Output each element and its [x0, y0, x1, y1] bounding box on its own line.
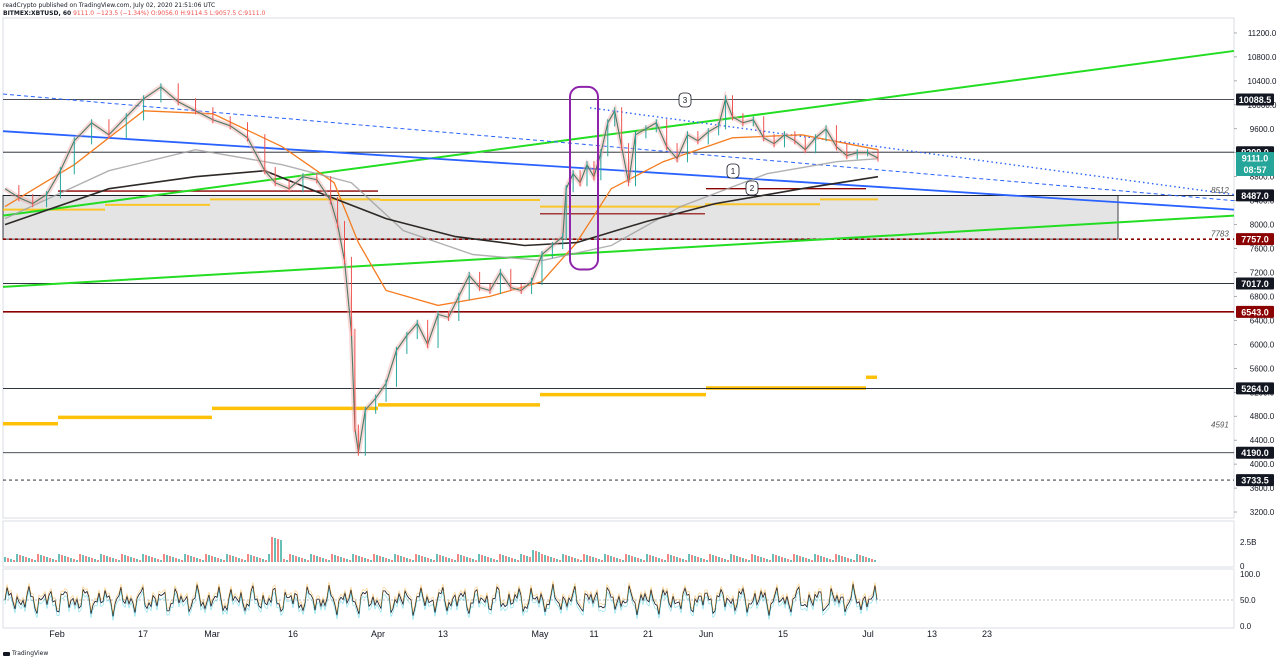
x-tick-label: May [531, 629, 549, 639]
symbol-line: BITMEX:XBTUSD, 60 9111.0 −123.5 (−1.34%)… [3, 10, 265, 17]
y-tick-label: 6000.0 [1250, 340, 1275, 349]
publish-text: readCrypto published on TradingView.com,… [3, 2, 216, 9]
ohlc-values: O:9056.0 H:9114.5 L:9057.5 C:9111.0 [150, 10, 266, 17]
x-tick-label: 21 [643, 629, 653, 639]
x-tick-label: 16 [288, 629, 298, 639]
y-tick-label: 7600.0 [1250, 245, 1275, 254]
y-tick-label: 6400.0 [1250, 316, 1275, 325]
y-tick-label: 8000.0 [1250, 221, 1275, 230]
callout-box-2 [745, 180, 759, 196]
x-tick-label: Jul [862, 629, 874, 639]
callout-box-3 [678, 92, 692, 108]
blue-dashed-trendline [2, 93, 1235, 202]
price-tag-5264.0 [1236, 382, 1274, 395]
x-tick-label: 11 [589, 629, 598, 639]
price-tag-label: 8487.0 [1241, 191, 1269, 201]
green-trendline-lower [2, 214, 1235, 288]
tradingview-footer: TradingView [3, 650, 48, 657]
y-tick-label: 9600.0 [1250, 125, 1275, 134]
price-tag-label: 6543.0 [1241, 307, 1269, 317]
last-price-tag [1236, 152, 1274, 177]
price-tag-label: 7757.0 [1241, 235, 1269, 245]
oscillator-axis-label: 50.0 [1240, 596, 1256, 605]
price-tag-7017.0 [1236, 277, 1274, 290]
x-tick-label: 23 [982, 629, 992, 639]
ma-black [4, 169, 879, 247]
x-tick-label: 15 [778, 629, 788, 639]
blue-trendline [2, 130, 1235, 211]
x-tick-label: Apr [371, 629, 385, 639]
price-tag-7757.0 [1236, 233, 1274, 246]
y-tick-label: 4000.0 [1250, 460, 1275, 469]
price-tag-10088.5 [1236, 93, 1274, 106]
x-tick-label: Feb [49, 629, 65, 639]
callout-label-1: 1 [731, 167, 736, 176]
price-tag-label: 3733.5 [1241, 476, 1269, 486]
blue-dotted-trendline [589, 107, 1235, 196]
y-tick-label: 10400.0 [1248, 77, 1277, 86]
oscillator-axis-label: 0.0 [1240, 622, 1252, 631]
x-tick-label: 17 [138, 629, 148, 639]
volume-axis-label: 0 [1240, 562, 1245, 571]
x-tick-label: 13 [438, 629, 448, 639]
price-line [4, 86, 879, 453]
price-tag-6543.0 [1236, 305, 1274, 318]
oscillator-line [4, 583, 878, 617]
y-tick-label: 3600.0 [1250, 484, 1275, 493]
oscillator-axis-label: 100.0 [1240, 570, 1261, 579]
y-tick-label: 8800.0 [1250, 173, 1275, 182]
highlight-ellipse [569, 85, 599, 271]
last-value: 9111.0 [73, 10, 95, 17]
volume-axis-label: 2.5B [1240, 538, 1256, 547]
oscillator-lower [4, 587, 878, 621]
price-tag-label: 10088.5 [1239, 95, 1272, 105]
volume-pane [2, 520, 1235, 568]
ema-orange [4, 110, 879, 307]
y-tick-label: 10800.0 [1248, 53, 1277, 62]
price-pane [2, 17, 1235, 519]
price-tag-4190.0 [1236, 446, 1274, 459]
price-tag-3733.5 [1236, 474, 1274, 487]
price-tag-label: 4190.0 [1241, 448, 1269, 458]
price-tag-label: 5264.0 [1241, 384, 1269, 394]
countdown-label: 08:57 [1243, 165, 1266, 175]
y-tick-label: 11200.0 [1248, 29, 1277, 38]
callout-label-3: 3 [683, 96, 688, 105]
callout-box-1 [726, 163, 740, 179]
oscillator-upper [4, 580, 878, 614]
x-tick-label: 13 [927, 629, 937, 639]
price-tag-label: 7017.0 [1241, 279, 1269, 289]
y-tick-label: 4800.0 [1250, 412, 1275, 421]
annotation-4591: 4591 [1211, 421, 1229, 430]
annotation-7783: 7783 [1211, 230, 1229, 239]
y-tick-label: 4400.0 [1250, 436, 1275, 445]
x-tick-label: Mar [204, 629, 220, 639]
callout-label-2: 2 [750, 184, 755, 193]
change-value: −123.5 (−1.34%) [96, 10, 149, 17]
y-tick-label: 3200.0 [1250, 508, 1275, 517]
y-tick-label: 6800.0 [1250, 292, 1275, 301]
ma-grey [4, 148, 879, 262]
publish-line: readCrypto published on TradingView.com,… [3, 2, 215, 9]
tradingview-logo-icon [3, 651, 10, 656]
y-tick-label: 7200.0 [1250, 268, 1275, 277]
brand-label: TradingView [12, 650, 49, 657]
x-tick-label: Jun [699, 629, 714, 639]
annotation-8512: 8512 [1211, 186, 1229, 195]
price-tag-8487.0 [1236, 189, 1274, 202]
y-tick-label: 5600.0 [1250, 364, 1275, 373]
symbol-label[interactable]: BITMEX:XBTUSD, 60 [3, 10, 72, 17]
last-price-label: 9111.0 [1242, 154, 1269, 164]
